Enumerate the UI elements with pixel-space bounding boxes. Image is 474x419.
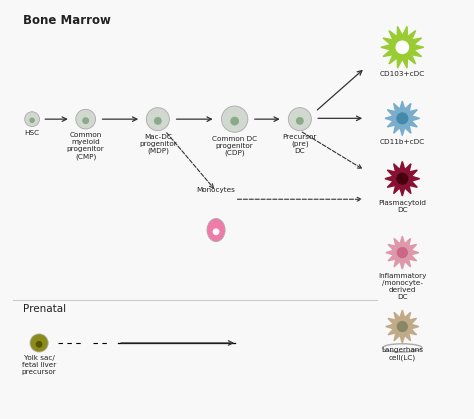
Text: CD103+cDC: CD103+cDC (380, 71, 425, 77)
Text: Monocytes: Monocytes (197, 187, 236, 193)
Polygon shape (386, 236, 419, 269)
Ellipse shape (221, 106, 248, 132)
Polygon shape (381, 26, 424, 68)
Text: Prenatal: Prenatal (23, 304, 66, 314)
Ellipse shape (146, 108, 169, 131)
Ellipse shape (397, 322, 407, 331)
Ellipse shape (297, 118, 303, 124)
Text: Bone Marrow: Bone Marrow (23, 14, 110, 27)
Text: Common DC
progenitor
(CDP): Common DC progenitor (CDP) (212, 136, 257, 156)
Polygon shape (385, 161, 419, 196)
Ellipse shape (231, 117, 238, 125)
Text: Precursor
(pre)
DC: Precursor (pre) DC (283, 134, 317, 155)
Text: Yolk sac/
fetal liver
precursor: Yolk sac/ fetal liver precursor (22, 355, 56, 375)
Polygon shape (385, 101, 419, 136)
Ellipse shape (30, 118, 34, 122)
Text: Mac-DC
progenitor
(MDP): Mac-DC progenitor (MDP) (139, 134, 177, 155)
Ellipse shape (288, 108, 311, 131)
Ellipse shape (397, 248, 407, 258)
Ellipse shape (397, 173, 408, 184)
Text: HSC: HSC (25, 130, 40, 136)
Polygon shape (386, 310, 419, 343)
Text: CD11b+cDC: CD11b+cDC (380, 139, 425, 145)
Ellipse shape (30, 334, 48, 352)
Text: Inflammatory
/monocyte-
derived
DC: Inflammatory /monocyte- derived DC (378, 273, 427, 300)
Ellipse shape (36, 341, 42, 347)
Ellipse shape (213, 229, 219, 235)
Text: Common
myeloid
progenitor
(CMP): Common myeloid progenitor (CMP) (67, 132, 105, 160)
Text: Langerhans
cell(LC): Langerhans cell(LC) (381, 347, 423, 361)
Ellipse shape (25, 112, 39, 127)
Text: Plasmacytoid
DC: Plasmacytoid DC (378, 200, 426, 213)
Ellipse shape (396, 41, 409, 54)
Ellipse shape (155, 118, 161, 124)
Ellipse shape (83, 118, 89, 123)
Ellipse shape (207, 219, 225, 241)
Ellipse shape (76, 109, 96, 129)
Ellipse shape (397, 113, 408, 124)
